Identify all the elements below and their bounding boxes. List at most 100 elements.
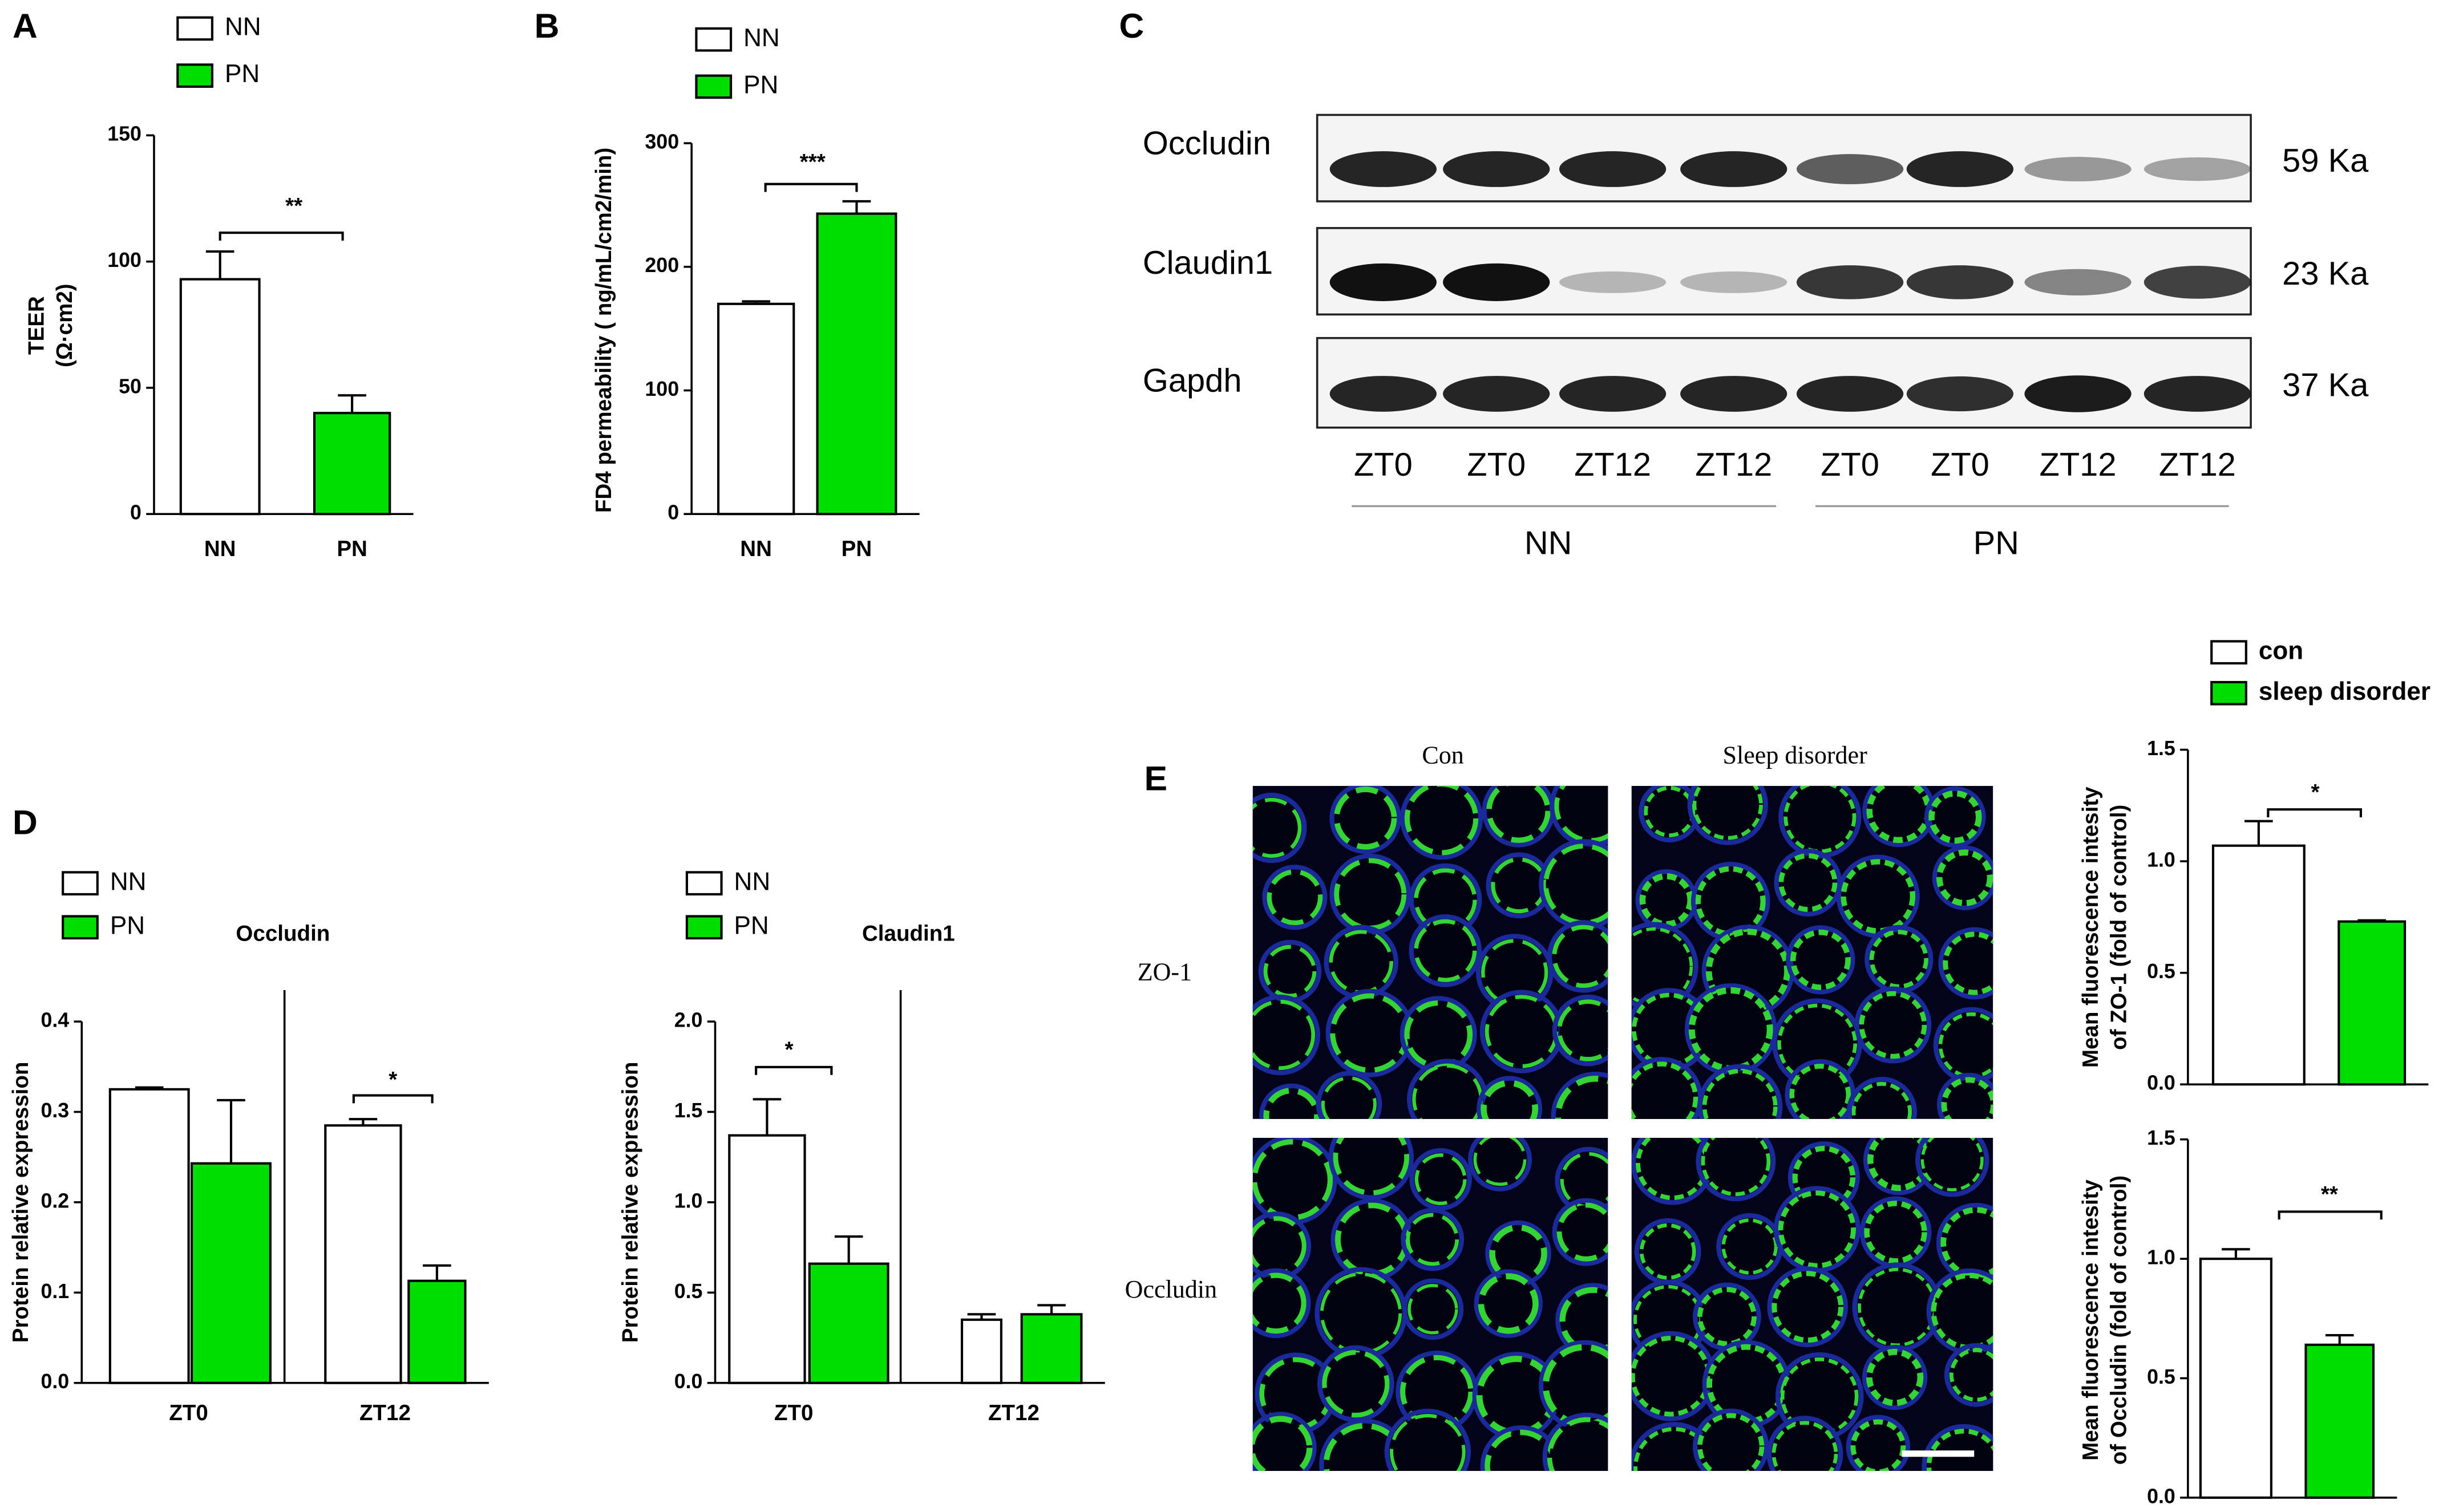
x-tick-label: PN xyxy=(842,537,872,561)
crypt xyxy=(1701,1137,1771,1197)
crypt xyxy=(1252,797,1302,858)
blot-band xyxy=(2144,157,2251,181)
significance-bracket xyxy=(219,232,344,241)
crypt xyxy=(1329,853,1412,935)
y-tick-label: 0.5 xyxy=(674,1280,703,1303)
blot-band xyxy=(1443,263,1550,301)
crypt xyxy=(1542,1344,1608,1428)
crypt xyxy=(1936,849,1993,906)
crypt xyxy=(1252,994,1321,1076)
y-tick-label: 1.0 xyxy=(674,1189,703,1212)
protein-size: 23 Ka xyxy=(2282,256,2369,292)
crypt xyxy=(1702,1069,1778,1119)
blot-band xyxy=(2144,265,2251,299)
crypt xyxy=(1778,785,1862,859)
y-axis-label: of ZO-1 (fold of control) xyxy=(2107,805,2132,1050)
crypt xyxy=(1695,866,1766,937)
significance: * xyxy=(2311,780,2320,805)
bar xyxy=(313,412,391,516)
y-tick-label: 0.5 xyxy=(2147,960,2175,983)
blot-band xyxy=(2024,375,2132,412)
y-tick-label: 2.0 xyxy=(674,1009,703,1032)
crypt xyxy=(1766,1416,1843,1472)
crypt xyxy=(1938,927,1993,1000)
crypt xyxy=(1692,785,1763,840)
legend-label: con xyxy=(2259,637,2303,664)
y-tick-label: 0 xyxy=(668,501,679,524)
y-tick-label: 0.1 xyxy=(41,1280,69,1303)
crypt xyxy=(1932,845,1993,910)
crypt xyxy=(1928,790,1982,844)
significance-bracket xyxy=(2278,1210,2383,1220)
significance: *** xyxy=(800,150,826,175)
y-axis-label: Mean fluorescence intesity xyxy=(2078,1179,2103,1461)
protein-size: 59 Ka xyxy=(2282,143,2369,179)
crypt xyxy=(1696,1137,1776,1202)
legend-swatch xyxy=(685,915,723,940)
crypt xyxy=(1409,1148,1472,1211)
blot-band xyxy=(1443,151,1550,187)
crypt xyxy=(1869,930,1928,989)
significance: * xyxy=(784,1038,793,1063)
crypt xyxy=(1767,1266,1849,1348)
crypt xyxy=(1262,865,1328,930)
crypt xyxy=(1924,786,1986,848)
crypt xyxy=(1778,1190,1856,1268)
crypt xyxy=(1334,858,1407,931)
crypt xyxy=(1631,1336,1711,1417)
row-label: Occludin xyxy=(1125,1275,1218,1303)
column-label: Con xyxy=(1422,741,1463,769)
crypt xyxy=(1485,995,1559,1068)
bar xyxy=(1020,1313,1083,1384)
crypt xyxy=(1846,1076,1918,1119)
blot-band xyxy=(2024,157,2132,182)
bar xyxy=(2199,1258,2272,1499)
bar xyxy=(191,1162,272,1384)
significance: * xyxy=(389,1068,397,1092)
significance-bracket xyxy=(2267,808,2362,817)
crypt xyxy=(1931,1272,1993,1351)
crypt xyxy=(1547,920,1608,993)
protein-name: Gapdh xyxy=(1143,362,1242,399)
significance-bracket xyxy=(352,1094,434,1104)
crypt xyxy=(1330,993,1410,1073)
crypt xyxy=(1329,930,1393,995)
crypt xyxy=(1263,1088,1320,1119)
y-tick-label: 0.0 xyxy=(2147,1485,2175,1507)
blot-band xyxy=(2144,376,2251,412)
micrograph xyxy=(1631,1137,1993,1472)
crypt xyxy=(1862,1344,1928,1410)
column-label: Sleep disorder xyxy=(1722,741,1867,769)
legend-swatch xyxy=(62,871,99,896)
legend-label: NN xyxy=(734,868,771,895)
legend-label: PN xyxy=(225,60,260,88)
crypt xyxy=(1866,1348,1924,1406)
crypt xyxy=(1473,1137,1527,1186)
x-tick-label: ZT0 xyxy=(169,1401,208,1425)
legend-swatch xyxy=(2210,680,2247,706)
legend-swatch xyxy=(2210,640,2247,665)
crypt xyxy=(1263,945,1317,998)
y-axis-label: TEER xyxy=(24,296,48,355)
crypt xyxy=(1320,1272,1402,1355)
crypt xyxy=(1920,1137,1984,1191)
crypt xyxy=(1552,1198,1608,1266)
crypt xyxy=(1687,785,1768,845)
legend-swatch xyxy=(695,27,733,52)
bar xyxy=(179,278,261,516)
crypt xyxy=(1552,994,1608,1067)
crypt xyxy=(1543,844,1608,926)
crypt xyxy=(1936,1072,1993,1119)
crypt xyxy=(1404,785,1479,856)
crypt xyxy=(1481,1080,1539,1119)
blot-band xyxy=(1796,265,1904,299)
panel-label: A xyxy=(13,6,38,45)
bar xyxy=(717,302,795,516)
crypt xyxy=(1402,1278,1464,1340)
crypt xyxy=(1644,785,1696,838)
significance-bracket xyxy=(764,183,858,192)
blot-band xyxy=(1796,376,1904,412)
crypt xyxy=(1252,1412,1317,1472)
y-tick-label: 1.5 xyxy=(2147,737,2175,760)
